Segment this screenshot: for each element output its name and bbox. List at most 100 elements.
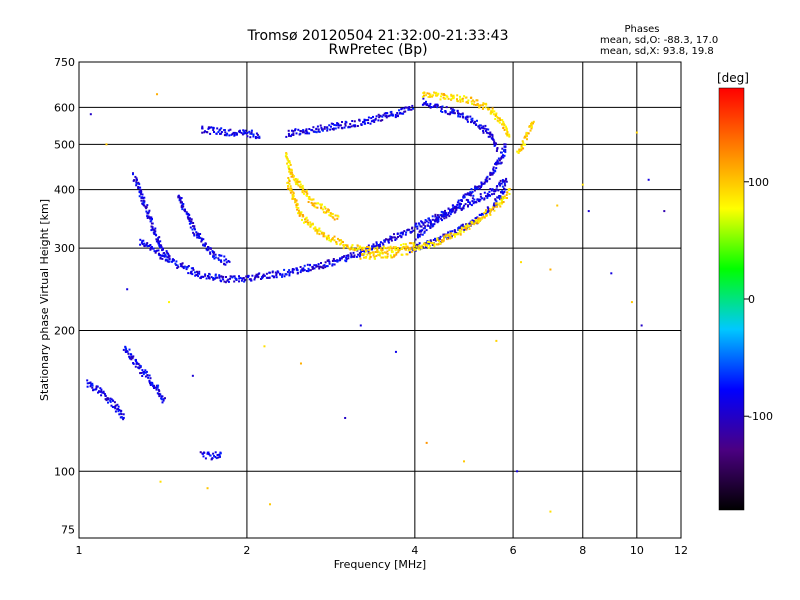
trace-point xyxy=(487,209,490,212)
trace-point xyxy=(161,249,164,251)
trace-point xyxy=(449,235,452,238)
trace-point xyxy=(369,122,372,125)
trace-point xyxy=(351,244,354,247)
trace-point xyxy=(420,247,423,249)
trace-point xyxy=(305,130,308,133)
trace-point xyxy=(238,277,241,280)
trace-point xyxy=(470,192,473,195)
trace-point xyxy=(431,95,434,98)
trace-point xyxy=(394,239,397,241)
trace-point xyxy=(530,124,533,127)
trace-point xyxy=(505,125,507,128)
trace-point xyxy=(304,218,306,221)
trace-point xyxy=(150,216,153,219)
trace-point xyxy=(328,214,331,217)
trace-point xyxy=(306,263,309,266)
trace-point xyxy=(337,122,340,125)
trace-point xyxy=(434,213,437,216)
trace-point xyxy=(389,235,392,238)
trace-point xyxy=(319,203,322,206)
trace-point xyxy=(296,180,298,183)
trace-point xyxy=(289,163,292,166)
trace-point xyxy=(340,257,343,260)
trace-point xyxy=(493,204,496,207)
trace-point xyxy=(396,112,399,114)
trace-point xyxy=(376,251,379,253)
trace-point xyxy=(120,416,123,419)
trace-point xyxy=(100,390,103,393)
trace-point xyxy=(143,204,146,207)
trace-point xyxy=(491,136,494,138)
trace-point xyxy=(441,240,443,243)
trace-point xyxy=(373,245,376,248)
trace-point xyxy=(489,213,492,216)
trace-point xyxy=(238,280,240,283)
trace-point xyxy=(401,112,403,115)
trace-point xyxy=(418,235,421,238)
trace-point xyxy=(165,250,168,253)
trace-point xyxy=(375,244,378,247)
trace-point xyxy=(375,242,378,245)
trace-point xyxy=(526,132,529,135)
trace-point xyxy=(491,208,494,211)
trace-point xyxy=(527,132,530,135)
trace-point xyxy=(295,206,298,209)
trace-point xyxy=(285,273,288,276)
trace-point xyxy=(266,276,269,279)
trace-point xyxy=(468,201,471,204)
trace-point xyxy=(138,195,141,198)
trace-point xyxy=(167,256,170,259)
trace-point xyxy=(140,189,143,192)
trace-point xyxy=(189,222,192,225)
trace-point xyxy=(339,124,342,127)
trace-point xyxy=(89,385,92,388)
trace-point xyxy=(401,107,404,110)
trace-point xyxy=(469,203,472,206)
trace-point xyxy=(351,255,354,258)
trace-point xyxy=(185,267,188,270)
trace-point xyxy=(158,244,161,246)
trace-point xyxy=(185,211,188,214)
trace-point xyxy=(352,124,355,127)
trace-point xyxy=(309,221,312,224)
trace-point xyxy=(381,248,384,251)
trace-point xyxy=(395,237,398,240)
trace-point xyxy=(188,218,191,221)
trace-point xyxy=(290,169,293,172)
trace-point xyxy=(488,107,491,110)
scatter-point xyxy=(635,131,638,134)
trace-point xyxy=(452,110,455,113)
trace-point xyxy=(488,177,491,180)
trace-point xyxy=(335,241,338,244)
trace-point xyxy=(453,112,456,115)
trace-point xyxy=(434,103,437,106)
trace-point xyxy=(497,196,500,199)
trace-point xyxy=(495,112,498,115)
trace-point xyxy=(145,210,148,213)
trace-point xyxy=(483,191,486,194)
trace-point xyxy=(206,131,209,134)
trace-point xyxy=(319,124,322,127)
trace-point xyxy=(343,255,346,258)
trace-point xyxy=(462,194,465,197)
trace-point xyxy=(336,260,339,263)
trace-point xyxy=(414,249,417,252)
trace-point xyxy=(208,277,211,280)
trace-point xyxy=(178,196,181,199)
trace-point xyxy=(199,451,202,454)
trace-point xyxy=(168,257,171,260)
trace-point xyxy=(246,131,249,134)
trace-point xyxy=(103,393,106,395)
trace-point xyxy=(279,273,282,276)
trace-point xyxy=(445,214,448,217)
trace-point xyxy=(306,192,309,195)
trace-point xyxy=(529,125,532,128)
trace-point xyxy=(439,106,442,109)
trace-point xyxy=(199,233,202,235)
trace-point xyxy=(423,231,426,234)
trace-point xyxy=(491,193,493,196)
trace-point xyxy=(497,162,500,165)
trace-point xyxy=(299,130,302,132)
trace-point xyxy=(456,110,459,112)
